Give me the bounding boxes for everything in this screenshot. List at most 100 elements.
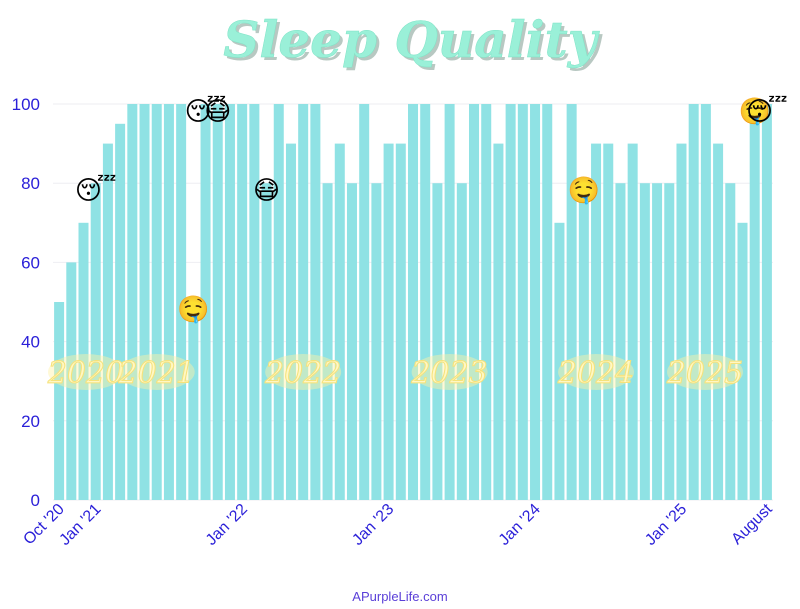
year-label: 2025 [666, 356, 743, 391]
bar [78, 222, 89, 501]
bar [395, 143, 406, 500]
bar [66, 262, 77, 500]
bar [639, 183, 650, 500]
bar [615, 183, 626, 500]
x-tick-label: August [728, 500, 776, 548]
year-label-glow [667, 354, 743, 390]
bar [761, 104, 772, 500]
bar [627, 143, 638, 500]
drooling-face-icon: 🤤 [177, 294, 209, 324]
year-label: 2024 [557, 356, 634, 391]
face-with-medical-mask-icon: 😷 [204, 96, 231, 126]
y-tick-label: 80 [21, 174, 40, 193]
x-tick-label: Jan '21 [56, 501, 104, 549]
year-label: 2022 [264, 356, 341, 391]
bar [334, 143, 345, 500]
bar [725, 183, 736, 500]
bar [151, 104, 162, 500]
x-tick-label: Jan '22 [203, 501, 251, 549]
face-with-medical-mask-icon: 😷 [253, 175, 280, 205]
bar [566, 104, 577, 500]
bar [688, 104, 699, 500]
bar [481, 104, 492, 500]
chart-title-shadow: Sleep Quality [226, 13, 602, 72]
bar [200, 104, 211, 500]
bar [298, 104, 309, 500]
bar [517, 104, 528, 500]
bar [554, 222, 565, 501]
bar [310, 104, 321, 500]
drooling-face-icon: 🤤 [568, 175, 600, 205]
bar [407, 104, 419, 500]
year-label-glow [411, 354, 488, 390]
year-label: 2020 [47, 356, 124, 391]
bar [530, 104, 541, 500]
x-tick-label: Jan '24 [496, 501, 544, 549]
bar [359, 104, 370, 500]
bar [285, 143, 296, 500]
bar [456, 183, 467, 500]
bar [322, 183, 333, 500]
sleeping-face-icon: 😴 [185, 95, 227, 126]
bar [700, 104, 711, 500]
bar [591, 143, 602, 500]
footer-credit: APurpleLife.com [352, 589, 447, 604]
bar [493, 143, 504, 500]
drooling-face-icon: 🤤 [739, 96, 771, 126]
year-label: 2023 [410, 356, 487, 391]
y-tick-label: 100 [12, 95, 40, 114]
bar [102, 143, 113, 500]
bar [212, 104, 223, 500]
sleeping-face-icon: 😴 [746, 95, 788, 126]
bar [578, 183, 589, 500]
bar [420, 104, 431, 500]
bar [188, 302, 199, 500]
bar [371, 183, 382, 500]
y-tick-label: 0 [31, 491, 40, 510]
bar [249, 104, 260, 500]
y-tick-label: 60 [21, 253, 40, 272]
bar [163, 104, 174, 500]
bar [139, 104, 150, 500]
year-label-glow [48, 354, 124, 390]
year-label-glow [558, 354, 635, 390]
bar [652, 183, 663, 500]
year-label-glow [118, 354, 195, 390]
bar [676, 143, 687, 500]
bar [383, 143, 394, 500]
emoji-annotations: 😴🤤😴😷😷 🤤🤤😴 [75, 95, 788, 324]
bar [54, 302, 65, 500]
bar [261, 183, 272, 500]
bar [469, 104, 480, 500]
bar [224, 104, 235, 500]
year-label-glow [265, 354, 342, 390]
x-tick-label: Jan '23 [349, 501, 397, 549]
bar [273, 104, 284, 500]
bar [115, 123, 126, 501]
bar [127, 104, 138, 500]
bar [737, 222, 748, 501]
y-axis: 0 20 40 60 80 100 [12, 95, 40, 510]
bar [346, 183, 357, 500]
sleeping-face-icon: 😴 [75, 174, 117, 205]
bar [664, 183, 675, 500]
bar [542, 104, 553, 500]
year-label: 2021 [118, 356, 195, 391]
bars [54, 104, 772, 501]
x-tick-label: Jan '25 [642, 501, 690, 549]
chart-title-text: Sleep Quality [223, 10, 599, 69]
y-tick-label: 40 [21, 333, 40, 352]
bar [713, 143, 724, 500]
bar [505, 104, 516, 500]
bar [237, 104, 248, 500]
chart-title: Sleep Quality Sleep Quality [223, 10, 603, 72]
bar [176, 104, 187, 500]
bar [90, 183, 101, 500]
bar [432, 183, 443, 500]
bar [603, 143, 614, 500]
bar [444, 104, 455, 500]
bar [749, 104, 760, 500]
